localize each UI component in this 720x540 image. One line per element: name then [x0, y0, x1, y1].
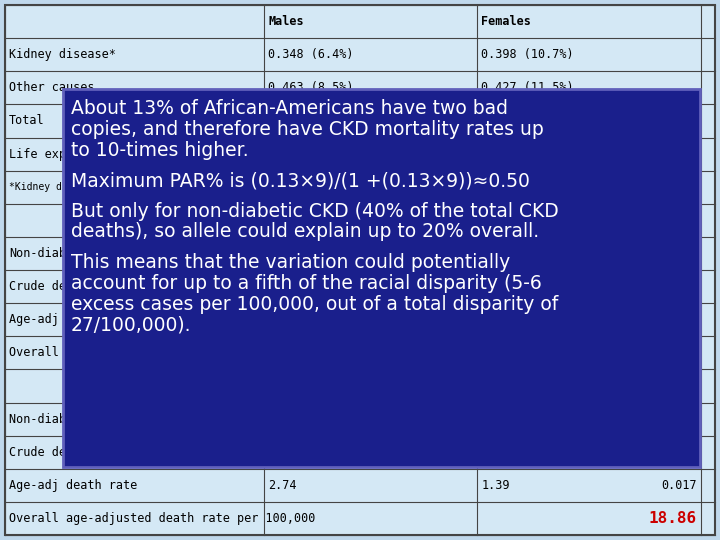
Text: copies, and therefore have CKD mortality rates up: copies, and therefore have CKD mortality…	[71, 120, 544, 139]
Text: Non-diabetic: Non-diabetic	[9, 247, 94, 260]
Text: This means that the variation could potentially: This means that the variation could pote…	[71, 253, 510, 272]
Text: Maximum PAR% is (0.13×9)/(1 +(0.13×9))≈0.50: Maximum PAR% is (0.13×9)/(1 +(0.13×9))≈0…	[71, 171, 530, 190]
Text: 0.825 (22.2%): 0.825 (22.2%)	[481, 114, 574, 127]
Text: 17.6: 17.6	[658, 345, 697, 360]
Text: Age-adj death rate: Age-adj death rate	[9, 313, 138, 326]
Text: 1.39: 1.39	[481, 446, 510, 458]
Text: 3.98: 3.98	[268, 280, 297, 293]
Text: 0.398 (10.7%): 0.398 (10.7%)	[481, 48, 574, 61]
Text: Crude death rate: Crude death rate	[9, 446, 123, 458]
Text: Kidney disease*: Kidney disease*	[9, 48, 116, 61]
Text: Females: Females	[481, 15, 531, 28]
Text: 27/100,000).: 27/100,000).	[71, 315, 192, 335]
Text: 2.69: 2.69	[481, 313, 510, 326]
Text: Other causes: Other causes	[9, 82, 94, 94]
Text: to 10-times higher.: to 10-times higher.	[71, 141, 248, 160]
Text: 0.811 (14.9%): 0.811 (14.9%)	[268, 114, 361, 127]
Text: *Kidney disease = CKD + DM: *Kidney disease = CKD + DM	[9, 182, 162, 192]
Bar	[63, 89, 700, 467]
Text: Overall age-adjusted death rate per 100,000: Overall age-adjusted death rate per 100,…	[9, 512, 315, 525]
Text: 1.39: 1.39	[481, 479, 510, 492]
Text: But only for non-diabetic CKD (40% of the total CKD: But only for non-diabetic CKD (40% of th…	[71, 201, 559, 220]
Text: Overall age-adj death rate per 100,000: Overall age-adj death rate per 100,000	[9, 346, 280, 359]
Text: Life expectancy (yrs): Life expectancy (yrs)	[9, 147, 158, 160]
Text: Total: Total	[9, 114, 45, 127]
Text: account for up to a fifth of the racial disparity (5-6: account for up to a fifth of the racial …	[71, 274, 541, 293]
Text: 0.017: 0.017	[661, 446, 697, 458]
Text: 0.463 (8.5%): 0.463 (8.5%)	[268, 82, 354, 94]
Text: excess cases per 100,000, out of a total disparity of: excess cases per 100,000, out of a total…	[71, 295, 558, 314]
Text: Age-adj death rate: Age-adj death rate	[9, 479, 138, 492]
Text: 0.348 (6.4%): 0.348 (6.4%)	[268, 48, 354, 61]
Text: 2.74: 2.74	[268, 446, 297, 458]
Text: 0.017: 0.017	[661, 479, 697, 492]
Text: Crude death rate: Crude death rate	[9, 280, 123, 293]
Text: 0.186: 0.186	[661, 313, 697, 326]
Text: deaths), so allele could explain up to 20% overall.: deaths), so allele could explain up to 2…	[71, 222, 539, 241]
Text: 0.427 (11.5%): 0.427 (11.5%)	[481, 82, 574, 94]
Text: 3.98: 3.98	[268, 313, 297, 326]
Text: 2.69: 2.69	[481, 280, 510, 293]
Text: Males: Males	[268, 15, 304, 28]
Text: Non-diabetic CKD: Non-diabetic CKD	[9, 413, 123, 426]
Text: 18.86: 18.86	[649, 511, 697, 526]
Text: 0.186: 0.186	[661, 280, 697, 293]
Text: 2.74: 2.74	[268, 479, 297, 492]
Text: About 13% of African-Americans have two bad: About 13% of African-Americans have two …	[71, 99, 508, 118]
